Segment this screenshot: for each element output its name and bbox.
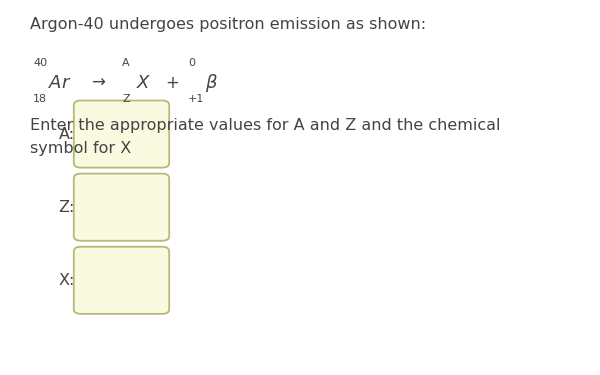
- Text: +: +: [166, 74, 179, 92]
- Text: →: →: [91, 74, 105, 92]
- Text: +1: +1: [188, 94, 204, 105]
- Text: 40: 40: [33, 58, 47, 68]
- Text: $\mathit{X}$: $\mathit{X}$: [136, 74, 151, 92]
- FancyBboxPatch shape: [74, 247, 169, 314]
- Text: symbol for X: symbol for X: [30, 141, 131, 156]
- Text: Z:: Z:: [59, 200, 75, 214]
- FancyBboxPatch shape: [74, 174, 169, 241]
- Text: 18: 18: [33, 94, 47, 105]
- Text: Enter the appropriate values for A and Z and the chemical: Enter the appropriate values for A and Z…: [30, 118, 500, 133]
- Text: A: A: [122, 58, 130, 68]
- Text: X:: X:: [59, 273, 75, 288]
- Text: 0: 0: [188, 58, 195, 68]
- FancyBboxPatch shape: [74, 100, 169, 168]
- Text: $\mathit{Ar}$: $\mathit{Ar}$: [48, 74, 71, 92]
- Text: $\mathit{\beta}$: $\mathit{\beta}$: [205, 72, 218, 93]
- Text: Z: Z: [122, 94, 130, 105]
- Text: A:: A:: [59, 127, 75, 142]
- Text: Argon-40 undergoes positron emission as shown:: Argon-40 undergoes positron emission as …: [30, 17, 426, 32]
